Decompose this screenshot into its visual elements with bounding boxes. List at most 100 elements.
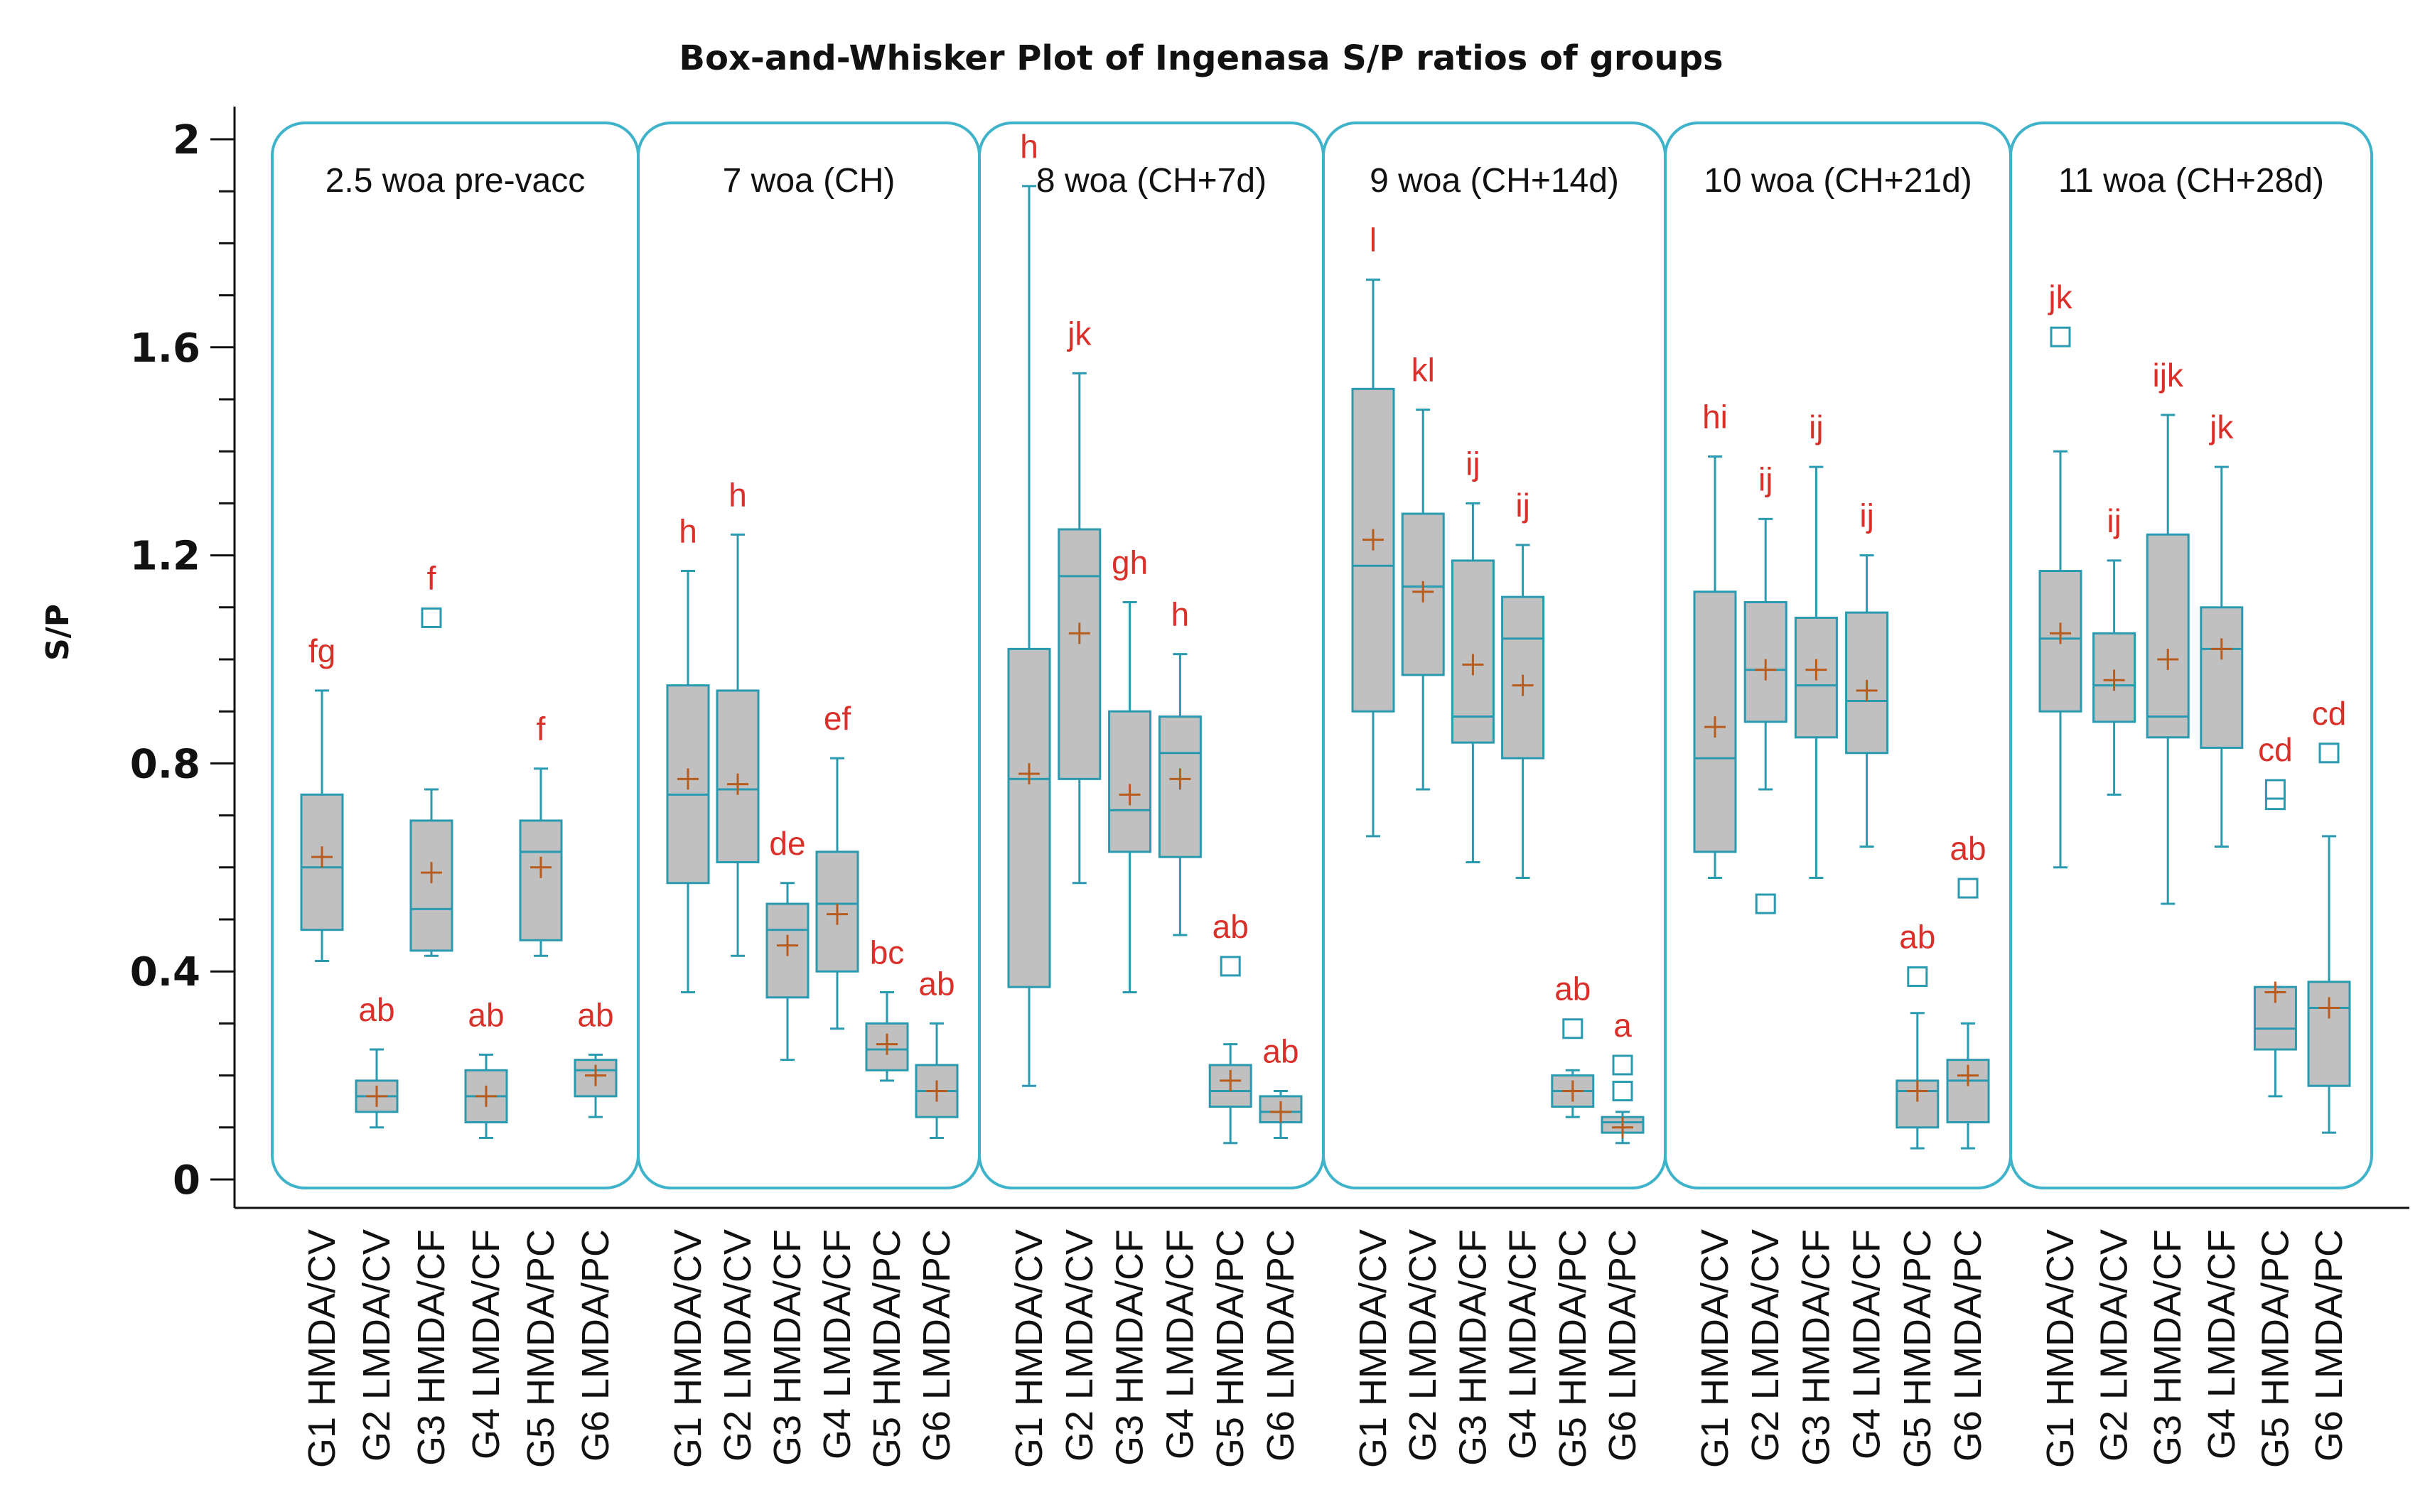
panel-label: 8 woa (CH+7d): [1036, 162, 1267, 200]
x-tick-label: G6 LMDA/PC: [915, 1229, 958, 1462]
panel-2: 7 woa (CH) h G1 HMDA/CV h G2 LMDA/CV de G3 HMD…: [637, 122, 981, 1468]
y-tick-label: 0: [173, 1157, 200, 1204]
significance-letter: ijk: [2152, 357, 2183, 394]
box-group: ab G4 LMDA/CF: [464, 996, 508, 1459]
box-group: ab G6 LMDA/PC: [915, 965, 959, 1462]
x-tick-label: G6 LMDA/PC: [1259, 1229, 1302, 1462]
significance-letter: fg: [308, 632, 335, 669]
box: [1158, 716, 1202, 858]
outlier-point: [2318, 742, 2340, 764]
panel-label: 9 woa (CH+14d): [1370, 162, 1619, 200]
box-group: f G3 HMDA/CF: [409, 559, 453, 1466]
significance-letter: ef: [824, 700, 851, 737]
x-tick-label: G4 LMDA/CF: [1846, 1229, 1888, 1459]
box-group: h G1 HMDA/CV: [666, 513, 710, 1468]
box-group: ab G2 LMDA/CV: [355, 991, 399, 1462]
x-tick-label: G2 LMDA/CV: [716, 1229, 759, 1462]
significance-letter: ij: [2107, 502, 2121, 539]
box-group: fg G1 HMDA/CV: [300, 632, 344, 1468]
outlier-point: [1612, 1054, 1633, 1076]
x-tick-label: G5 HMDA/PC: [1209, 1229, 1252, 1468]
x-tick-label: G1 HMDA/CV: [2039, 1229, 2082, 1468]
x-tick-label: G6 LMDA/PC: [2308, 1229, 2350, 1462]
significance-letter: jk: [1066, 315, 1092, 352]
box: [409, 819, 453, 952]
y-tick-label: 1.2: [130, 534, 200, 580]
x-tick-label: G3 HMDA/CF: [766, 1229, 809, 1466]
significance-letter: h: [1020, 128, 1038, 165]
significance-letter: jk: [2208, 409, 2234, 446]
box-group: bc G5 HMDA/PC: [865, 934, 909, 1468]
panel-4: 9 woa (CH+14d) l G1 HMDA/CV kl G2 LMDA/CV ij G…: [1322, 122, 1667, 1468]
outlier-point: [1755, 893, 1776, 914]
box-group: ef G4 LMDA/CF: [815, 700, 859, 1459]
box-group: ab G6 LMDA/PC: [574, 996, 618, 1462]
significance-letter: ij: [1859, 497, 1873, 534]
box-group: kl G2 LMDA/CV: [1401, 352, 1445, 1462]
significance-letter: cd: [2258, 731, 2293, 768]
outlier-point: [421, 607, 442, 628]
y-axis-label: S/P: [40, 604, 76, 661]
box: [1451, 559, 1495, 744]
box-group: h G1 HMDA/CV: [1007, 128, 1051, 1468]
significance-letter: f: [427, 559, 436, 596]
box-group: cd G5 HMDA/PC: [2253, 731, 2297, 1468]
x-tick-label: G5 HMDA/PC: [2254, 1229, 2296, 1468]
x-tick-label: G3 HMDA/CF: [2146, 1229, 2189, 1466]
panel-frame: [637, 122, 981, 1189]
y-tick-label: 0.8: [130, 741, 200, 787]
outlier-point: [1907, 966, 1928, 988]
box-group: jk G4 LMDA/CF: [2200, 409, 2244, 1459]
significance-letter: ab: [918, 965, 955, 1002]
box-group: ij G4 LMDA/CF: [1845, 497, 1889, 1459]
significance-letter: h: [728, 476, 747, 513]
box-group: l G1 HMDA/CV: [1351, 222, 1395, 1468]
significance-letter: ab: [1899, 919, 1935, 956]
outlier-point: [1220, 956, 1241, 977]
panel-label: 7 woa (CH): [723, 162, 896, 200]
box: [2200, 606, 2244, 749]
x-tick-label: G5 HMDA/PC: [1896, 1229, 1939, 1468]
x-tick-label: G3 HMDA/CF: [1795, 1229, 1837, 1466]
significance-letter: de: [769, 825, 805, 862]
x-tick-label: G4 LMDA/CF: [1158, 1229, 1201, 1459]
significance-letter: hi: [1702, 399, 1728, 436]
box: [1743, 600, 1787, 723]
box-group: hi G1 HMDA/CV: [1693, 399, 1737, 1468]
outlier-point: [2050, 326, 2071, 347]
box: [2146, 533, 2190, 739]
significance-letter: gh: [1112, 544, 1148, 580]
box-group: ij G4 LMDA/CF: [1501, 487, 1545, 1459]
box-group: ij G2 LMDA/CV: [1743, 460, 1787, 1462]
panel-label: 10 woa (CH+21d): [1704, 162, 1972, 200]
x-tick-label: G6 LMDA/PC: [1947, 1229, 1989, 1462]
x-tick-label: G4 LMDA/CF: [1502, 1229, 1544, 1459]
x-tick-label: G1 HMDA/CV: [1694, 1229, 1736, 1468]
x-tick-label: G5 HMDA/PC: [866, 1229, 908, 1468]
x-tick-label: G3 HMDA/CF: [1109, 1229, 1151, 1466]
panel-label: 11 woa (CH+28d): [2058, 162, 2324, 200]
box-group: jk G2 LMDA/CV: [1058, 315, 1102, 1462]
significance-letter: ab: [577, 996, 613, 1033]
x-tick-label: G1 HMDA/CV: [1008, 1229, 1050, 1468]
box-group: gh G3 HMDA/CF: [1108, 544, 1152, 1466]
x-tick-label: G4 LMDA/CF: [465, 1229, 507, 1459]
outlier-point: [1612, 1081, 1633, 1102]
x-tick-label: G4 LMDA/CF: [2200, 1229, 2243, 1459]
box-group: a G6 LMDA/PC: [1601, 1007, 1645, 1462]
box-group: ab G6 LMDA/PC: [1946, 830, 1990, 1462]
significance-letter: ab: [1212, 908, 1249, 945]
significance-letter: a: [1613, 1007, 1632, 1044]
box-group: ij G3 HMDA/CF: [1794, 409, 1838, 1466]
box: [519, 819, 563, 941]
y-tick-label: 2: [173, 117, 200, 163]
significance-letter: ij: [1809, 409, 1823, 446]
box-group: jk G1 HMDA/CV: [2038, 279, 2082, 1468]
significance-letter: h: [1171, 596, 1190, 633]
x-tick-label: G1 HMDA/CV: [667, 1229, 709, 1468]
box-group: de G3 HMDA/CF: [765, 825, 810, 1466]
significance-letter: ij: [1758, 460, 1773, 497]
x-tick-label: G5 HMDA/PC: [1552, 1229, 1594, 1468]
